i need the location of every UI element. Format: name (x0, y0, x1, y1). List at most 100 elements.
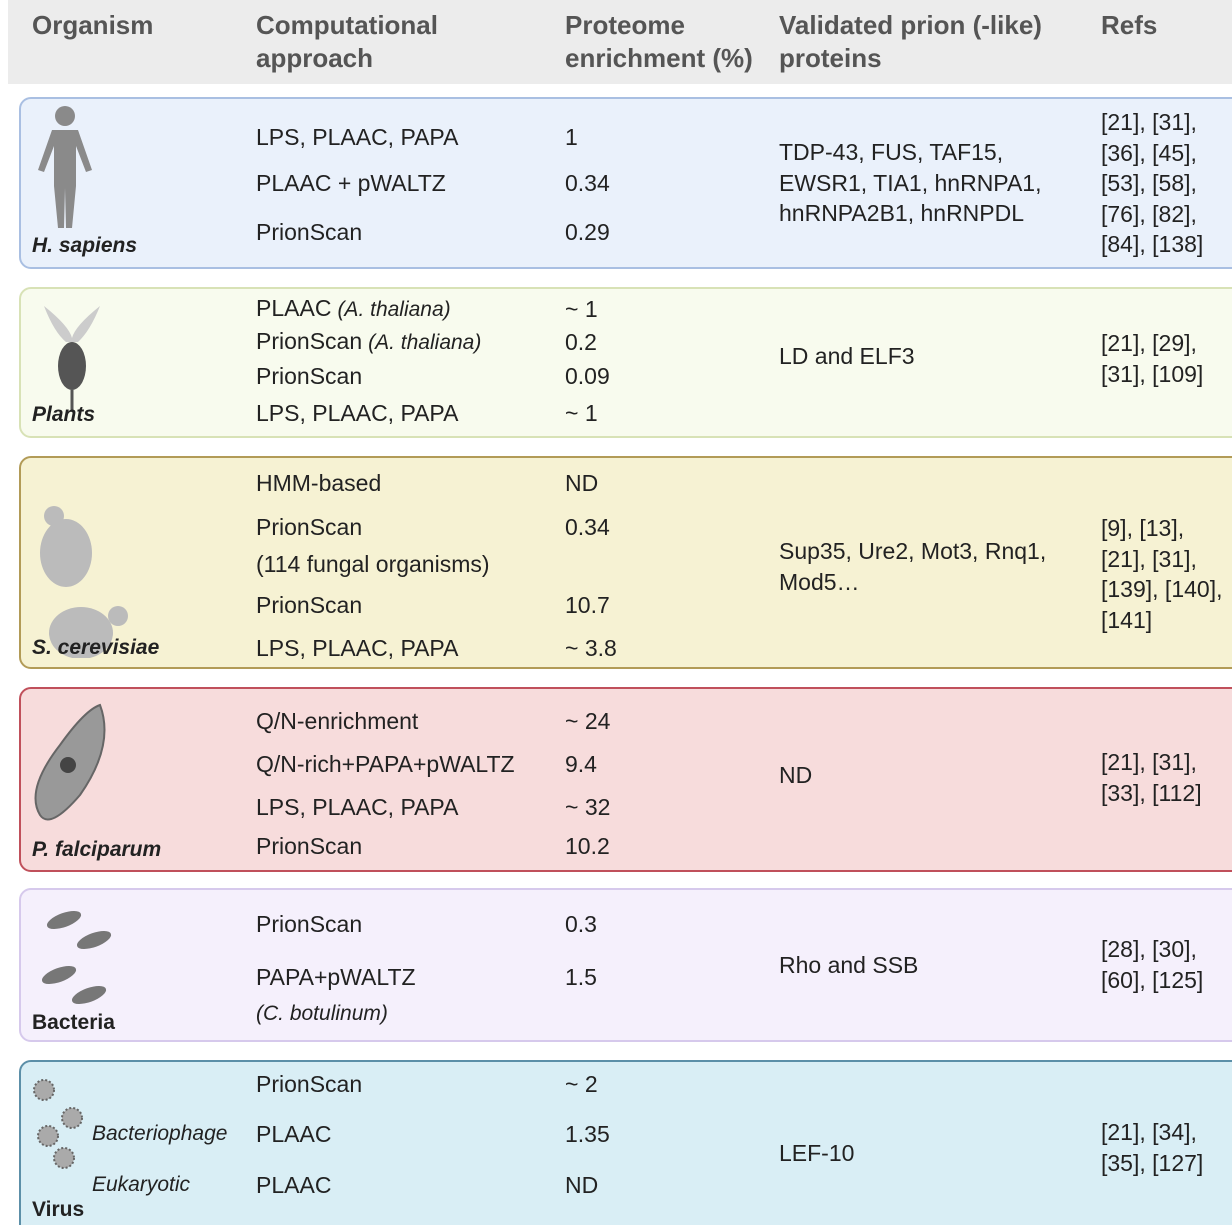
refs: [21], [31], [36], [45], [53], [58], [76]… (1101, 107, 1232, 260)
approach-cell: PrionScan (256, 513, 362, 541)
approach: PAPA+pWALTZ (256, 964, 416, 990)
proteins: ND (779, 760, 1084, 791)
approach: LPS, PLAAC, PAPA (256, 400, 458, 426)
enrichment: 0.29 (565, 218, 610, 246)
enrichment: 1.5 (565, 963, 597, 991)
approach: LPS, PLAAC, PAPA (256, 635, 458, 661)
enrichment: 10.2 (565, 832, 610, 860)
enrichment: ~ 3.8 (565, 634, 617, 662)
refs: [21], [29], [31], [109] (1101, 328, 1232, 389)
approach: PLAAC (256, 295, 331, 321)
enrichment: ~ 32 (565, 793, 610, 821)
proteins: LEF-10 (779, 1138, 1084, 1169)
refs: [28], [30], [60], [125] (1101, 934, 1232, 995)
icon-shape (75, 927, 114, 952)
icon-shape (55, 106, 75, 126)
approach: PLAAC (256, 1172, 331, 1198)
approach-cell: PrionScan (256, 218, 362, 246)
proteins: Sup35, Ure2, Mot3, Rnq1, Mod5… (779, 536, 1084, 597)
approach-cell: PrionScan (256, 910, 362, 938)
approach: PrionScan (256, 363, 362, 389)
approach-cell: PrionScan (256, 362, 362, 390)
icon-shape (38, 130, 92, 228)
approach: PrionScan (256, 911, 362, 937)
icon-shape (44, 306, 100, 342)
host-label: Eukaryotic (92, 1171, 190, 1199)
approach-cell: LPS, PLAAC, PAPA (256, 123, 458, 151)
icon-shape (70, 982, 109, 1007)
organism-icon (30, 700, 120, 830)
approach: Q/N-enrichment (256, 708, 418, 734)
organism-icon (28, 1078, 88, 1178)
refs: [21], [34], [35], [127] (1101, 1117, 1232, 1178)
approach-cell: HMM-based (256, 469, 381, 497)
approach-note: (A. thaliana) (337, 298, 450, 321)
enrichment: 0.09 (565, 362, 610, 390)
enrichment: 1.35 (565, 1120, 610, 1148)
organism-label: Plants (32, 401, 95, 429)
icon-shape (38, 1126, 58, 1146)
approach: PrionScan (256, 833, 362, 859)
organism-icon (24, 900, 134, 1020)
table-figure: Organism Computational approach Proteome… (0, 0, 1232, 1225)
approach: LPS, PLAAC, PAPA (256, 124, 458, 150)
icon-shape (34, 1080, 54, 1100)
enrichment: 0.2 (565, 328, 597, 356)
approach-cell: (C. botulinum) (256, 998, 388, 1028)
organism-icon (34, 296, 114, 416)
enrichment: 10.7 (565, 591, 610, 619)
approach-cell: Q/N-enrichment (256, 707, 418, 735)
proteins: Rho and SSB (779, 950, 1084, 981)
approach: PrionScan (256, 514, 362, 540)
organism-label: H. sapiens (32, 232, 137, 260)
enrichment: 0.3 (565, 910, 597, 938)
enrichment: ~ 1 (565, 399, 598, 427)
enrichment: 0.34 (565, 169, 610, 197)
approach: PLAAC (256, 1121, 331, 1147)
organism-label: P. falciparum (32, 836, 161, 864)
enrichment: 0.34 (565, 513, 610, 541)
column-header: Validated prion (-like) proteins (779, 9, 1079, 75)
approach-cell: LPS, PLAAC, PAPA (256, 793, 458, 821)
approach-cell: PrionScan (256, 1070, 362, 1098)
organism-icon (30, 104, 110, 239)
approach-cell: (114 fungal organisms) (256, 550, 490, 578)
organism-label: Virus (32, 1196, 84, 1224)
approach: PrionScan (256, 1071, 362, 1097)
enrichment: ND (565, 469, 598, 497)
approach: HMM-based (256, 470, 381, 496)
approach-note: (C. botulinum) (256, 1002, 388, 1025)
approach-cell: PLAAC (256, 1171, 331, 1199)
column-header: Organism (32, 9, 242, 42)
approach-note: (A. thaliana) (368, 331, 481, 354)
organism-label: S. cerevisiae (32, 634, 159, 662)
icon-shape (45, 907, 84, 932)
approach-cell: PLAAC (A. thaliana) (256, 294, 451, 324)
approach: Q/N-rich+PAPA+pWALTZ (256, 751, 515, 777)
column-header: Proteome enrichment (%) (565, 9, 775, 75)
refs: [9], [13], [21], [31], [139], [140], [14… (1101, 513, 1232, 635)
approach: PrionScan (256, 592, 362, 618)
approach-cell: PAPA+pWALTZ (256, 963, 416, 991)
approach: (114 fungal organisms) (256, 551, 490, 577)
approach-cell: LPS, PLAAC, PAPA (256, 634, 458, 662)
enrichment: ND (565, 1171, 598, 1199)
icon-shape (40, 519, 92, 587)
approach-cell: LPS, PLAAC, PAPA (256, 399, 458, 427)
organism-label: Bacteria (32, 1009, 115, 1037)
approach-cell: PLAAC + pWALTZ (256, 169, 446, 197)
refs: [21], [31], [33], [112] (1101, 747, 1232, 808)
approach-cell: Q/N-rich+PAPA+pWALTZ (256, 750, 515, 778)
icon-shape (62, 1108, 82, 1128)
page: Organism Computational approach Proteome… (0, 0, 1232, 1225)
enrichment: ~ 2 (565, 1070, 598, 1098)
enrichment: 1 (565, 123, 578, 151)
icon-shape (54, 1148, 74, 1168)
approach: PLAAC + pWALTZ (256, 170, 446, 196)
approach-cell: PrionScan(A. thaliana) (256, 327, 481, 357)
icon-shape (108, 606, 128, 626)
column-header: Computational approach (256, 9, 456, 75)
approach-cell: PrionScan (256, 832, 362, 860)
icon-shape (44, 506, 64, 526)
approach-cell: PLAAC (256, 1120, 331, 1148)
